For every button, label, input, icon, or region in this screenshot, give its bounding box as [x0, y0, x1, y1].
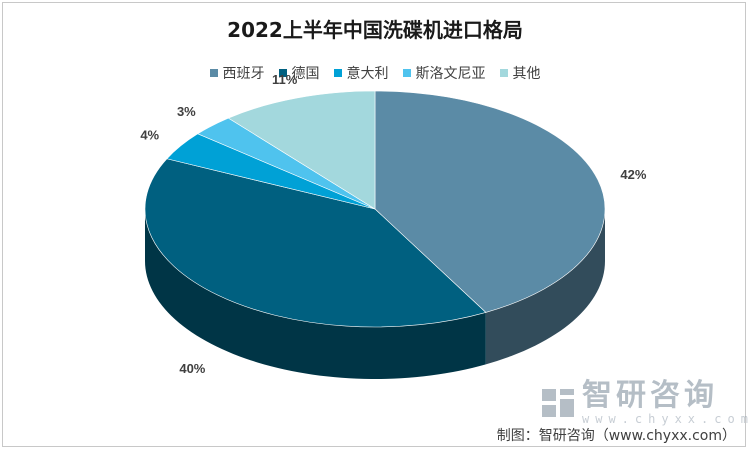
pie-label-0: 42%: [620, 167, 646, 182]
pie-label-1: 40%: [179, 361, 205, 376]
legend-item: 德国: [278, 63, 320, 83]
watermark-icon: [542, 389, 574, 417]
legend-label: 其他: [512, 66, 541, 82]
pie-slice-4: [227, 90, 376, 210]
pie-slice-1: [144, 158, 487, 328]
legend-label: 德国: [291, 66, 320, 82]
legend-swatch-2: [333, 69, 342, 77]
legend-item: 其他: [499, 63, 541, 83]
watermark-url: www.chyxx.com: [582, 412, 750, 426]
pie-side-1: [145, 209, 486, 379]
legend-item: 西班牙: [209, 63, 265, 83]
legend-label: 斯洛文尼亚: [415, 66, 486, 82]
source-note: 制图：智研咨询（www.chyxx.com）: [496, 428, 736, 444]
pie-slice-0: [374, 90, 606, 313]
legend-swatch-0: [209, 69, 218, 77]
pie-label-3: 3%: [177, 104, 196, 119]
watermark-name: 智研咨询: [582, 378, 718, 413]
watermark-logo: 智研咨询 www.chyxx.com: [540, 380, 750, 426]
legend-swatch-3: [402, 69, 411, 77]
legend-label: 西班牙: [222, 66, 265, 82]
legend-item: 斯洛文尼亚: [402, 63, 486, 83]
legend-swatch-4: [499, 69, 508, 77]
legend-swatch-1: [278, 69, 287, 77]
chart-legend: 西班牙 德国 意大利 斯洛文尼亚 其他: [0, 63, 750, 83]
chart-title: 2022上半年中国洗碟机进口格局: [227, 18, 523, 42]
pie-label-2: 4%: [140, 128, 159, 143]
pie-side-0: [485, 209, 605, 365]
pie-label-4: 11%: [272, 72, 298, 87]
legend-item: 意大利: [333, 63, 389, 83]
legend-label: 意大利: [346, 66, 389, 82]
